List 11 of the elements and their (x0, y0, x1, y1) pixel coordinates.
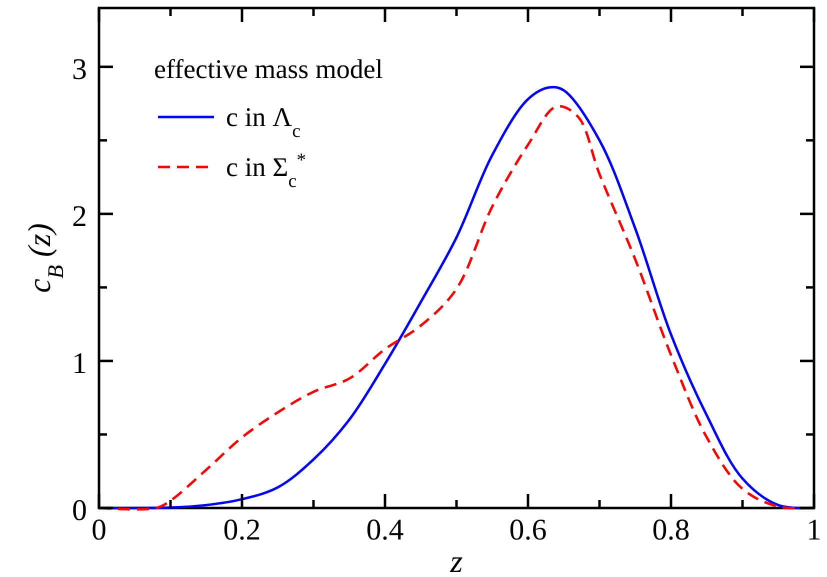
x-tick-label: 0.4 (366, 513, 404, 546)
y-tick-label: 2 (72, 200, 87, 233)
x-tick-label: 1 (806, 513, 822, 546)
legend-title: effective mass model (154, 54, 383, 84)
x-tick-label: 0.2 (223, 513, 261, 546)
legend-label: c in Λ$_{c}$ (226, 102, 300, 142)
x-tick-label: 0.6 (509, 513, 547, 546)
y-tick-label: 3 (72, 52, 87, 86)
x-axis-title: z (449, 543, 464, 577)
y-tick-label: 1 (72, 346, 87, 380)
x-tick-label: 0.8 (652, 513, 690, 546)
